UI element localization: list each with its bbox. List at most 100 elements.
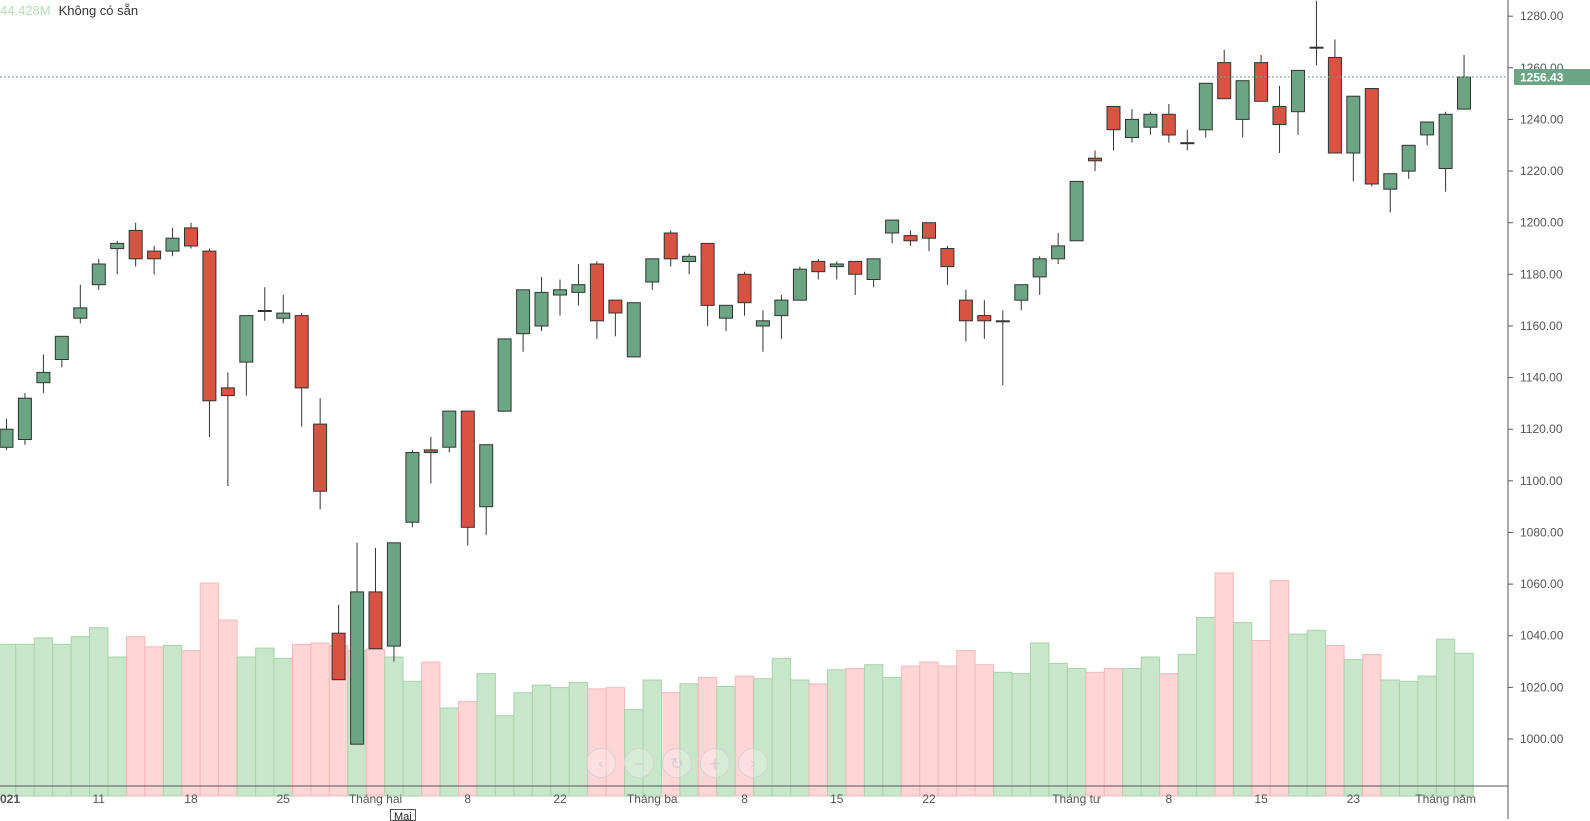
volume-bar [1454,652,1474,797]
candle-body [257,310,272,312]
volume-bar [199,582,220,797]
candle [719,304,733,332]
last-price-label: 1256.43 [1520,71,1564,85]
volume-bar [70,636,90,797]
volume-bar [1177,654,1197,797]
candle-body [737,273,752,304]
candle-body [1364,88,1379,185]
candle [903,230,918,246]
x-tick-label: 25 [277,792,291,806]
volume-bar [144,646,164,797]
candle [811,258,826,280]
x-tick-label: 22 [922,792,936,806]
candle [460,410,475,546]
candle [91,258,106,290]
candle-body [995,320,1010,323]
candle [350,542,365,745]
candle-body [589,263,604,322]
x-tick-label: Tháng hai [349,792,402,806]
candle [128,222,143,267]
candle-body [626,302,641,358]
candle [479,444,494,536]
candle-body [91,263,106,286]
volume-bar [236,656,257,797]
volume-bar [790,679,810,797]
x-tick-label: 021 [0,792,20,806]
candle [958,289,973,342]
candle [165,227,180,257]
candle-body [17,397,32,441]
volume-bar [421,661,441,797]
candle [737,271,752,316]
scroll-left-button[interactable]: ‹ [586,748,616,778]
candle-body [1291,69,1305,113]
candle-body [147,250,162,260]
volume-bar [587,688,607,797]
zoom-out-button[interactable]: − [624,748,654,778]
volume-bar [716,685,736,797]
volume-bar [900,665,921,797]
chevron-left-icon: ‹ [597,753,605,773]
x-tick-label: Tháng năm [1415,792,1476,806]
candle [405,449,420,528]
candle [331,604,346,681]
volume-bar [1343,659,1363,797]
candle [940,245,955,285]
candle [442,410,457,453]
y-tick-label: 1100.00 [1520,474,1563,488]
volume-bar [1251,640,1271,797]
candle [516,289,531,352]
volume-bar [863,664,884,797]
candle [995,310,1010,386]
y-tick-label: 1140.00 [1520,371,1563,385]
candle [1161,103,1176,143]
volume-bar [402,680,423,797]
candle-body [1346,95,1361,154]
candle-body [1327,57,1342,154]
x-tick-label: Tháng tư [1052,792,1101,806]
candle-body [792,268,807,301]
candle [829,261,844,280]
candle [922,222,936,252]
volume-bar [1159,673,1179,797]
candle-body [184,227,198,247]
candle-body [331,632,346,681]
candle [1032,256,1047,295]
volume-bar [1122,668,1142,797]
volume-bar [365,648,386,797]
candle-body [719,304,733,319]
volume-bar [1048,662,1068,797]
volume-bar [162,645,183,797]
candle-body [1401,144,1416,172]
volume-bar [1269,580,1290,797]
candle [1180,129,1195,151]
volume-bar [1435,638,1456,797]
zoom-in-button[interactable]: + [700,748,730,778]
volume-bar [1380,679,1400,797]
candle-body [239,315,254,363]
candle [368,547,383,650]
candle-body [1457,76,1471,110]
volume-bar [476,673,496,797]
y-tick-label: 1220.00 [1520,164,1564,178]
candle-body [294,315,309,389]
volume-bar [0,643,17,797]
candle-body [110,242,125,250]
candle-body [829,263,844,268]
candle-body [1198,82,1213,131]
candle-body [663,232,678,260]
candle-body [1143,113,1158,128]
candle [608,299,623,337]
scroll-right-button[interactable]: › [738,748,768,778]
volume-bar [697,676,718,797]
x-tick-label: 11 [93,792,106,806]
candle [73,284,88,324]
candle-body [553,289,567,296]
volume-bar [218,619,238,797]
candle-body [977,315,992,322]
reset-button[interactable]: ↻ [662,748,692,778]
candle-body [202,250,217,402]
candle [257,287,272,321]
minus-icon: − [632,753,646,773]
